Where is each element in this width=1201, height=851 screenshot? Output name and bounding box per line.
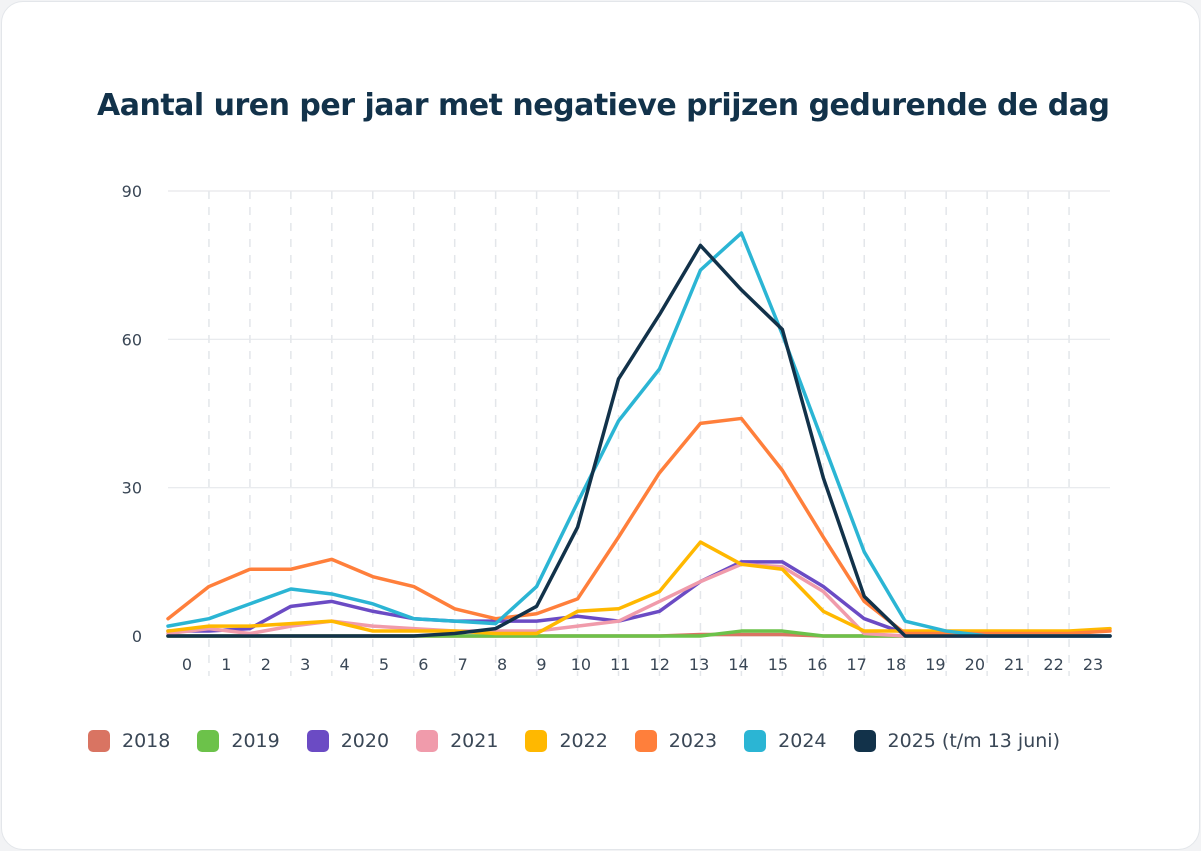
legend-swatch <box>416 730 439 752</box>
legend-label: 2019 <box>231 730 280 752</box>
x-tick-label: 15 <box>768 655 788 674</box>
x-tick-label: 0 <box>182 655 192 674</box>
x-tick-label: 6 <box>418 655 428 674</box>
x-tick-label: 17 <box>846 655 866 674</box>
legend-swatch <box>197 730 220 752</box>
x-tick-label: 22 <box>1043 655 1063 674</box>
x-tick-label: 23 <box>1083 655 1103 674</box>
x-tick-label: 9 <box>536 655 546 674</box>
legend-item-2020[interactable]: 2020 <box>306 730 390 752</box>
legend-swatch <box>853 730 876 752</box>
legend-swatch <box>634 730 657 752</box>
x-tick-label: 8 <box>497 655 507 674</box>
legend-label: 2024 <box>778 730 827 752</box>
legend-label: 2018 <box>122 730 171 752</box>
legend-label: 2025 (t/m 13 juni) <box>887 730 1060 752</box>
legend-item-2018[interactable]: 2018 <box>88 730 170 752</box>
legend-item-2024[interactable]: 2024 <box>744 730 827 752</box>
x-tick-label: 12 <box>650 655 670 674</box>
x-tick-label: 21 <box>1004 655 1024 674</box>
x-tick-label: 3 <box>300 655 310 674</box>
x-tick-label: 19 <box>925 655 945 674</box>
x-tick-label: 14 <box>728 655 748 674</box>
legend-item-2025[interactable]: 2025 (t/m 13 juni) <box>853 730 1060 752</box>
x-tick-label: 11 <box>610 655 630 674</box>
legend-item-2022[interactable]: 2022 <box>525 730 608 752</box>
y-tick-label: 90 <box>122 182 142 201</box>
y-tick-label: 0 <box>132 627 142 646</box>
chart-title: Aantal uren per jaar met negatieve prijz… <box>97 88 1110 123</box>
legend-item-2021[interactable]: 2021 <box>416 730 498 752</box>
x-tick-label: 13 <box>689 655 709 674</box>
legend-swatch <box>306 730 329 752</box>
legend-label: 2022 <box>559 730 608 752</box>
series-line-2022 <box>166 540 1112 636</box>
x-tick-label: 20 <box>965 655 985 674</box>
legend-label: 2023 <box>668 730 718 752</box>
legend-label: 2021 <box>450 730 499 752</box>
x-tick-label: 1 <box>221 655 231 674</box>
x-tick-label: 16 <box>807 655 827 674</box>
legend: 2018 2019 2020 2021 2022 2023 2024 2025 (t/m 13… <box>88 730 1087 752</box>
legend-item-2019[interactable]: 2019 <box>197 730 280 752</box>
legend-swatch <box>88 730 110 752</box>
x-tick-label: 10 <box>571 655 591 674</box>
x-tick-label: 2 <box>261 655 271 674</box>
series-line-2025 <box>166 243 1112 638</box>
x-tick-label: 7 <box>458 655 468 674</box>
x-tick-label: 5 <box>379 655 389 674</box>
series-line-2024 <box>166 231 1112 638</box>
x-tick-label: 18 <box>886 655 906 674</box>
legend-item-2023[interactable]: 2023 <box>634 730 718 752</box>
legend-swatch <box>744 730 767 752</box>
y-tick-label: 30 <box>122 479 142 498</box>
legend-label: 2020 <box>340 730 390 752</box>
legend-swatch <box>525 730 548 752</box>
y-tick-label: 60 <box>122 330 142 349</box>
x-tick-label: 4 <box>339 655 349 674</box>
